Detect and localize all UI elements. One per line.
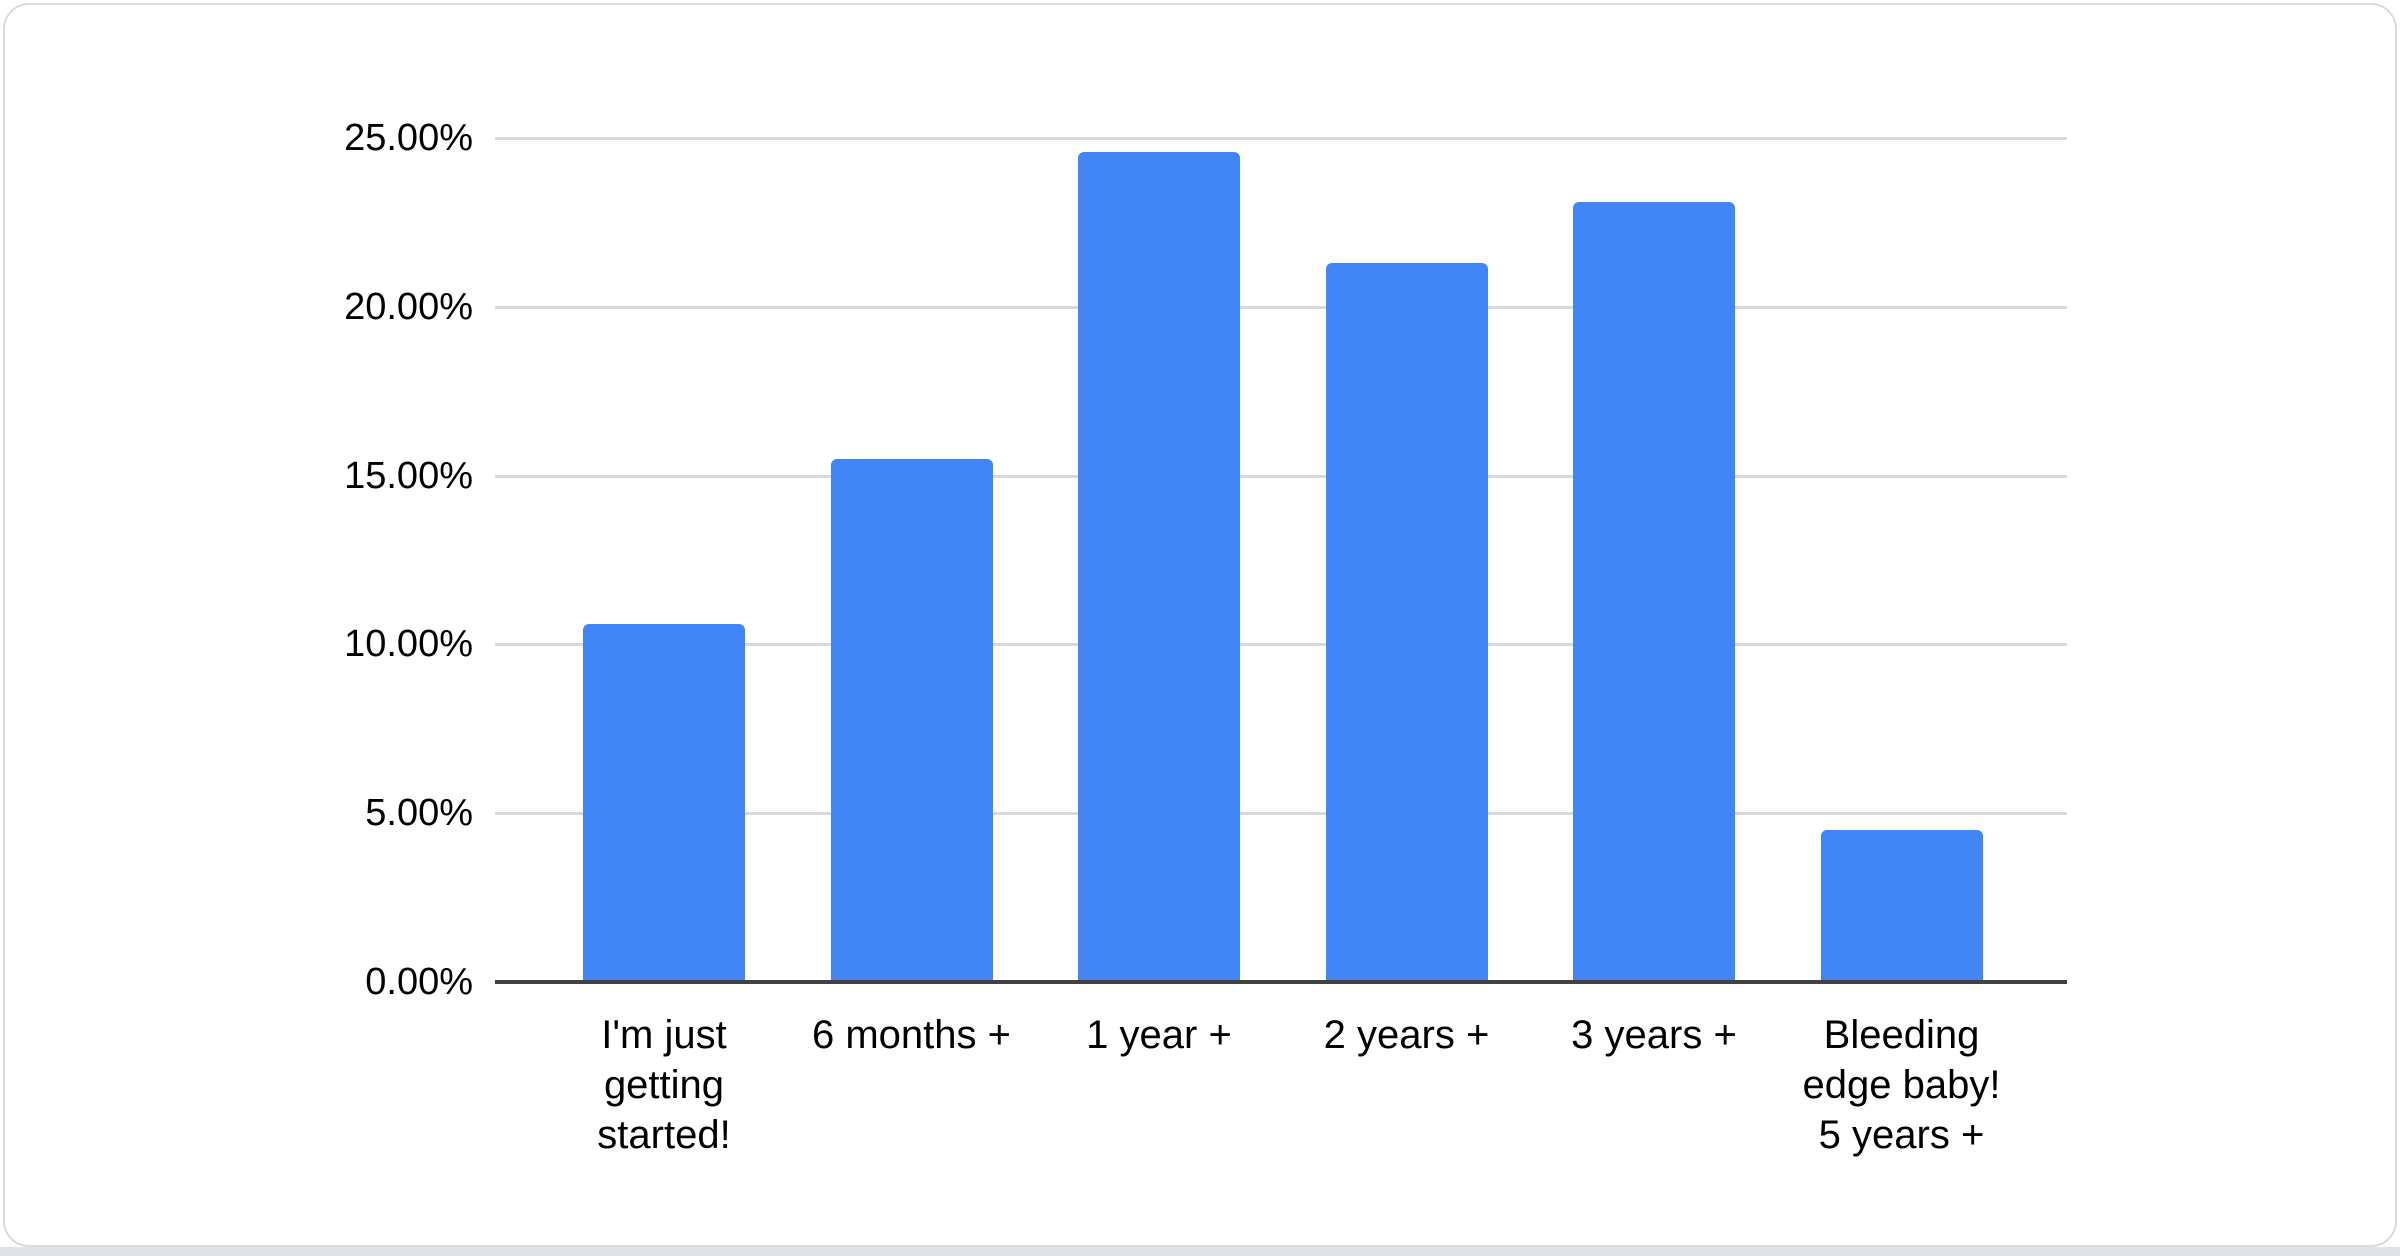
y-tick-label: 5.00% (365, 792, 473, 835)
x-tick-label: 2 years + (1323, 1013, 1490, 1057)
bar[interactable] (583, 624, 745, 982)
x-tick-label: Bleeding edge baby! 5 years + (1802, 1013, 2001, 1157)
page-background-strip (0, 1247, 2400, 1256)
x-tick-label: 3 years + (1571, 1013, 1737, 1057)
bar[interactable] (1573, 202, 1735, 982)
y-tick-label: 20.00% (344, 285, 473, 328)
x-tick-label: 1 year + (1086, 1013, 1232, 1057)
x-tick-label: I'm just getting started! (597, 1013, 731, 1157)
bar[interactable] (1078, 151, 1240, 982)
bar[interactable] (1820, 830, 1983, 982)
y-gridline (495, 643, 2067, 647)
y-tick-label: 0.00% (365, 961, 473, 1003)
x-tick-label: 6 months + (811, 1013, 1011, 1057)
bar[interactable] (1325, 262, 1488, 982)
y-gridline (495, 305, 2067, 309)
y-gridline (495, 812, 2067, 816)
y-gridline (495, 137, 2067, 140)
y-tick-label: 15.00% (344, 454, 473, 497)
y-tick-label: 10.00% (344, 623, 473, 666)
y-gridline (495, 474, 2067, 478)
x-axis-line (495, 980, 2067, 984)
y-tick-label: 25.00% (344, 117, 473, 159)
bar[interactable] (830, 458, 993, 982)
